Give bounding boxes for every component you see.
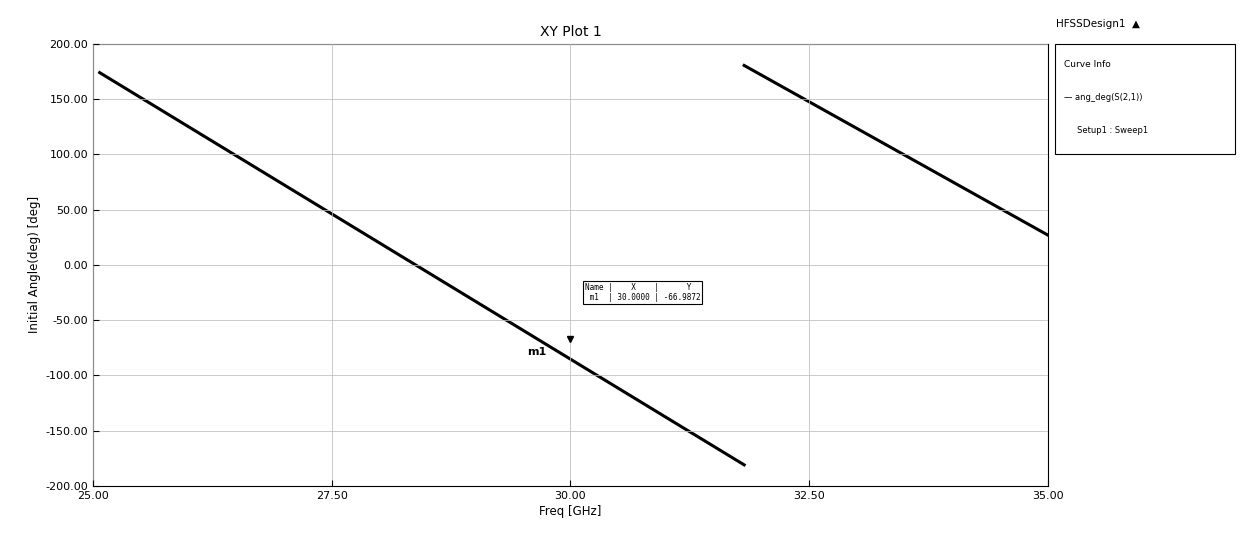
Title: XY Plot 1: XY Plot 1 — [539, 25, 601, 38]
Text: Setup1 : Sweep1: Setup1 : Sweep1 — [1064, 126, 1148, 135]
Text: m1: m1 — [527, 348, 547, 357]
FancyBboxPatch shape — [1055, 44, 1235, 154]
Y-axis label: Initial Angle(deg) [deg]: Initial Angle(deg) [deg] — [29, 197, 41, 333]
Text: Curve Info: Curve Info — [1064, 60, 1111, 69]
Text: — ang_deg(S(2,1)): — ang_deg(S(2,1)) — [1064, 93, 1143, 102]
Text: HFSSDesign1  ▲: HFSSDesign1 ▲ — [1056, 19, 1141, 29]
Text: Name |    X    |      Y
 m1  | 30.0000 | -66.9872: Name | X | Y m1 | 30.0000 | -66.9872 — [585, 283, 701, 302]
X-axis label: Freq [GHz]: Freq [GHz] — [539, 505, 601, 518]
